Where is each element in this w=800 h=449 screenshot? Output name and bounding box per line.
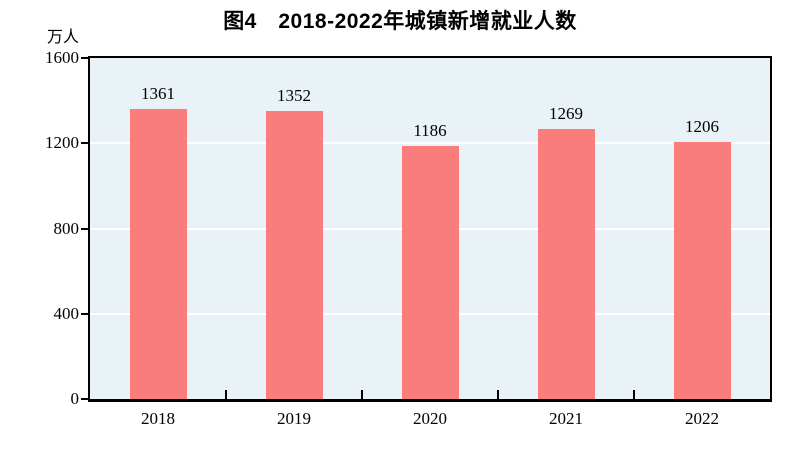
x-axis-tick-4 <box>633 390 635 399</box>
bar-2018 <box>130 109 187 399</box>
y-axis-tick-0 <box>81 398 88 400</box>
y-axis-tick-400 <box>81 312 88 315</box>
y-axis-tick-label-1600: 1600 <box>45 48 79 67</box>
x-axis-tick-3 <box>497 390 499 399</box>
plot-area: 1361 1352 1186 1269 1206 <box>88 56 772 402</box>
bar-value-label-2020: 1186 <box>413 121 447 140</box>
bar-2022 <box>674 142 731 399</box>
bar-2021 <box>538 129 595 399</box>
y-axis-tick-label-1200: 1200 <box>45 133 79 153</box>
x-axis-tick-2 <box>361 390 363 399</box>
x-axis-tick-label-2022: 2022 <box>685 409 719 428</box>
gridline-1200 <box>90 142 770 145</box>
y-axis-tick-label-800: 800 <box>53 218 80 238</box>
y-axis-tick-1600 <box>81 57 88 59</box>
x-axis-tick-label-2019: 2019 <box>277 409 311 428</box>
x-axis-tick-label-2020: 2020 <box>413 409 447 428</box>
bar-value-label-2021: 1269 <box>549 104 583 123</box>
chart-title: 图4 2018-2022年城镇新增就业人数 <box>223 10 577 33</box>
y-axis-tick-label-400: 400 <box>53 303 80 323</box>
y-axis-tick-1200 <box>81 142 88 145</box>
y-axis-unit-label: 万人 <box>46 29 79 46</box>
x-axis-tick-label-2018: 2018 <box>141 409 175 428</box>
bar-2020 <box>402 146 459 399</box>
x-axis-tick-1 <box>225 390 227 399</box>
x-axis: 2018 2019 2020 2021 2022 <box>88 408 772 432</box>
bar-value-label-2018: 1361 <box>141 84 175 103</box>
bar-2019 <box>266 111 323 399</box>
x-axis-tick-label-2021: 2021 <box>549 409 583 428</box>
bar-value-label-2022: 1206 <box>685 117 719 136</box>
y-axis-tick-label-0: 0 <box>70 389 80 408</box>
bar-value-label-2019: 1352 <box>277 86 311 105</box>
y-axis-tick-800 <box>81 227 88 230</box>
